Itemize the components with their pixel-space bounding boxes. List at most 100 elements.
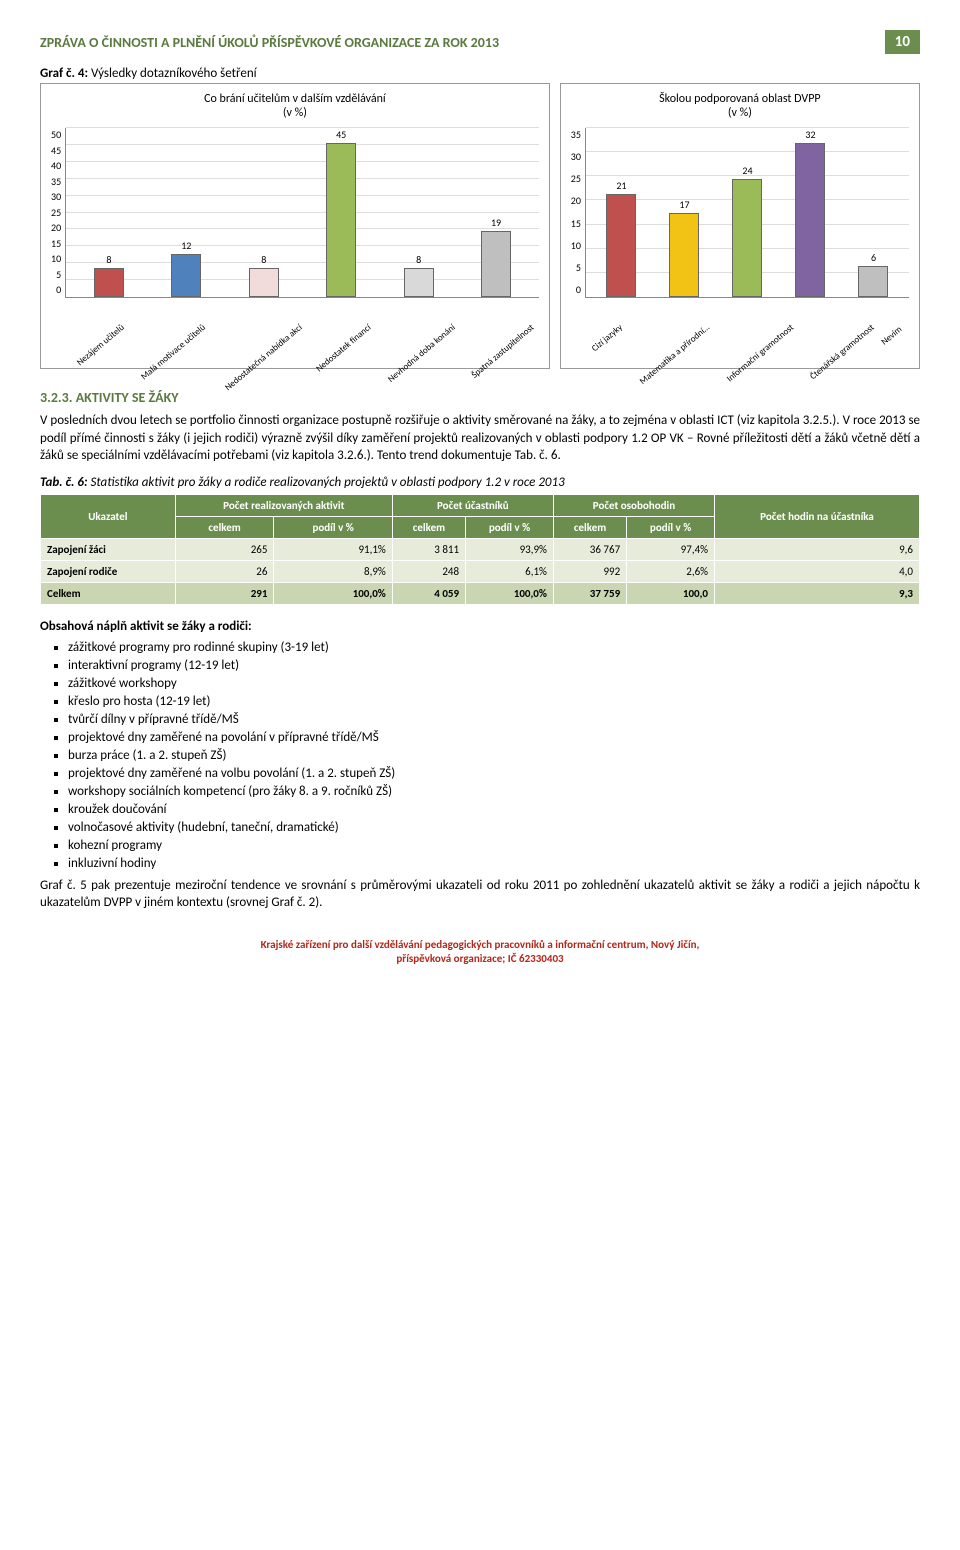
bar: [404, 268, 434, 297]
th-sub: celkem: [175, 516, 274, 538]
bar: [94, 268, 124, 297]
footer: Krajské zařízení pro další vzdělávání pe…: [40, 938, 920, 967]
table-row: Zapojení žáci26591,1%3 81193,9%36 76797,…: [41, 538, 920, 560]
row-label: Zapojení žáci: [41, 538, 176, 560]
cell: 2,6%: [627, 560, 715, 582]
table-body: Zapojení žáci26591,1%3 81193,9%36 76797,…: [41, 538, 920, 604]
th-sub: celkem: [553, 516, 626, 538]
th-osobohodin: Počet osobohodin: [553, 494, 714, 516]
cell: 6,1%: [466, 560, 554, 582]
list-item: zážitkové workshopy: [68, 676, 920, 691]
cell: 91,1%: [274, 538, 392, 560]
table-row: Zapojení rodiče268,9%2486,1%9922,6%4,0: [41, 560, 920, 582]
cell: 4 059: [392, 582, 465, 604]
bar-value: 45: [336, 128, 346, 141]
list-item: kroužek doučování: [68, 802, 920, 817]
y-tick: 5: [51, 268, 61, 281]
footer-line2: příspěvková organizace; IČ 62330403: [40, 952, 920, 966]
y-tick: 30: [571, 150, 581, 163]
y-tick: 25: [571, 172, 581, 185]
y-tick: 20: [571, 194, 581, 207]
bar: [481, 231, 511, 297]
footer-line1: Krajské zařízení pro další vzdělávání pe…: [40, 938, 920, 952]
y-tick: 15: [571, 217, 581, 230]
cell: 97,4%: [627, 538, 715, 560]
y-tick: 10: [571, 239, 581, 252]
cell: 9,3: [715, 582, 920, 604]
cell: 26: [175, 560, 274, 582]
bar-value: 12: [181, 239, 191, 252]
y-tick: 30: [51, 190, 61, 203]
list-item: volnočasové aktivity (hudební, taneční, …: [68, 820, 920, 835]
y-tick: 40: [51, 159, 61, 172]
cell: 265: [175, 538, 274, 560]
list-item: tvůrčí dílny v přípravné třídě/MŠ: [68, 712, 920, 727]
list-item: zážitkové programy pro rodinné skupiny (…: [68, 640, 920, 655]
page-number: 10: [885, 30, 920, 54]
bar: [669, 213, 699, 297]
cell: 8,9%: [274, 560, 392, 582]
list-item: kohezní programy: [68, 838, 920, 853]
header-title: ZPRÁVA O ČINNOSTI A PLNĚNÍ ÚKOLŮ PŘÍSPĚV…: [40, 34, 499, 51]
y-tick: 45: [51, 144, 61, 157]
list-item: burza práce (1. a 2. stupeň ZŠ): [68, 748, 920, 763]
section-num: 3.2.3.: [40, 389, 73, 406]
bar: [795, 143, 825, 297]
y-tick: 35: [51, 175, 61, 188]
y-tick: 15: [51, 237, 61, 250]
row-label: Celkem: [41, 582, 176, 604]
list-item: interaktivní programy (12-19 let): [68, 658, 920, 673]
bar-value: 21: [616, 179, 626, 192]
bar: [249, 268, 279, 297]
closing-paragraph: Graf č. 5 pak prezentuje meziroční tende…: [40, 877, 920, 912]
table-row-total: Celkem291100,0%4 059100,0%37 759100,09,3: [41, 582, 920, 604]
th-ukazatel: Ukazatel: [41, 494, 176, 538]
section-p1: V posledních dvou letech se portfolio či…: [40, 412, 920, 465]
y-tick: 5: [571, 261, 581, 274]
list-item: inkluzivní hodiny: [68, 856, 920, 871]
bar: [326, 143, 356, 297]
chart-right: Školou podporovaná oblast DVPP(v %) 0 5 10 1…: [560, 83, 920, 369]
table-caption-prefix: Tab. č. 6:: [40, 475, 88, 490]
cell: 100,0%: [466, 582, 554, 604]
bar: [732, 179, 762, 297]
bar-value: 6: [871, 251, 876, 264]
row-label: Zapojení rodiče: [41, 560, 176, 582]
cell: 291: [175, 582, 274, 604]
page-header: ZPRÁVA O ČINNOSTI A PLNĚNÍ ÚKOLŮ PŘÍSPĚV…: [40, 30, 920, 54]
y-tick: 0: [571, 283, 581, 296]
cell: 93,9%: [466, 538, 554, 560]
chart-caption: Graf č. 4: Výsledky dotazníkového šetřen…: [40, 66, 920, 81]
chart-caption-prefix: Graf č. 4:: [40, 66, 88, 81]
th-hodin-ucastnika: Počet hodin na účastníka: [715, 494, 920, 538]
list-item: projektové dny zaměřené na volbu povolán…: [68, 766, 920, 781]
y-tick: 35: [571, 128, 581, 141]
th-ucastniku: Počet účastníků: [392, 494, 553, 516]
cell: 36 767: [553, 538, 626, 560]
chart-title: Co brání učitelům v dalším vzdělávání(v …: [51, 92, 539, 120]
th-sub: celkem: [392, 516, 465, 538]
cell: 9,6: [715, 538, 920, 560]
bar: [606, 194, 636, 297]
bar-value: 19: [491, 216, 501, 229]
bar: [171, 254, 201, 297]
chart-caption-text: Výsledky dotazníkového šetření: [91, 66, 257, 81]
list-item: křeslo pro hosta (12-19 let): [68, 694, 920, 709]
chart-left: Co brání učitelům v dalším vzdělávání(v …: [40, 83, 550, 369]
table-head: Ukazatel Počet realizovaných aktivit Poč…: [41, 494, 920, 538]
bar-value: 24: [742, 164, 752, 177]
table-caption-text: Statistika aktivit pro žáky a rodiče rea…: [90, 475, 564, 490]
cell: 100,0: [627, 582, 715, 604]
th-sub: podíl v %: [274, 516, 392, 538]
stats-table: Ukazatel Počet realizovaných aktivit Poč…: [40, 494, 920, 605]
list-item: workshopy sociálních kompetencí (pro žák…: [68, 784, 920, 799]
cell: 992: [553, 560, 626, 582]
cell: 4,0: [715, 560, 920, 582]
list-heading: Obsahová náplň aktivit se žáky a rodiči:: [40, 619, 920, 634]
list-item: projektové dny zaměřené na povolání v př…: [68, 730, 920, 745]
cell: 37 759: [553, 582, 626, 604]
chart-title: Školou podporovaná oblast DVPP(v %): [571, 92, 909, 120]
bar: [858, 266, 888, 297]
bullet-list: zážitkové programy pro rodinné skupiny (…: [40, 640, 920, 871]
y-tick: 25: [51, 206, 61, 219]
